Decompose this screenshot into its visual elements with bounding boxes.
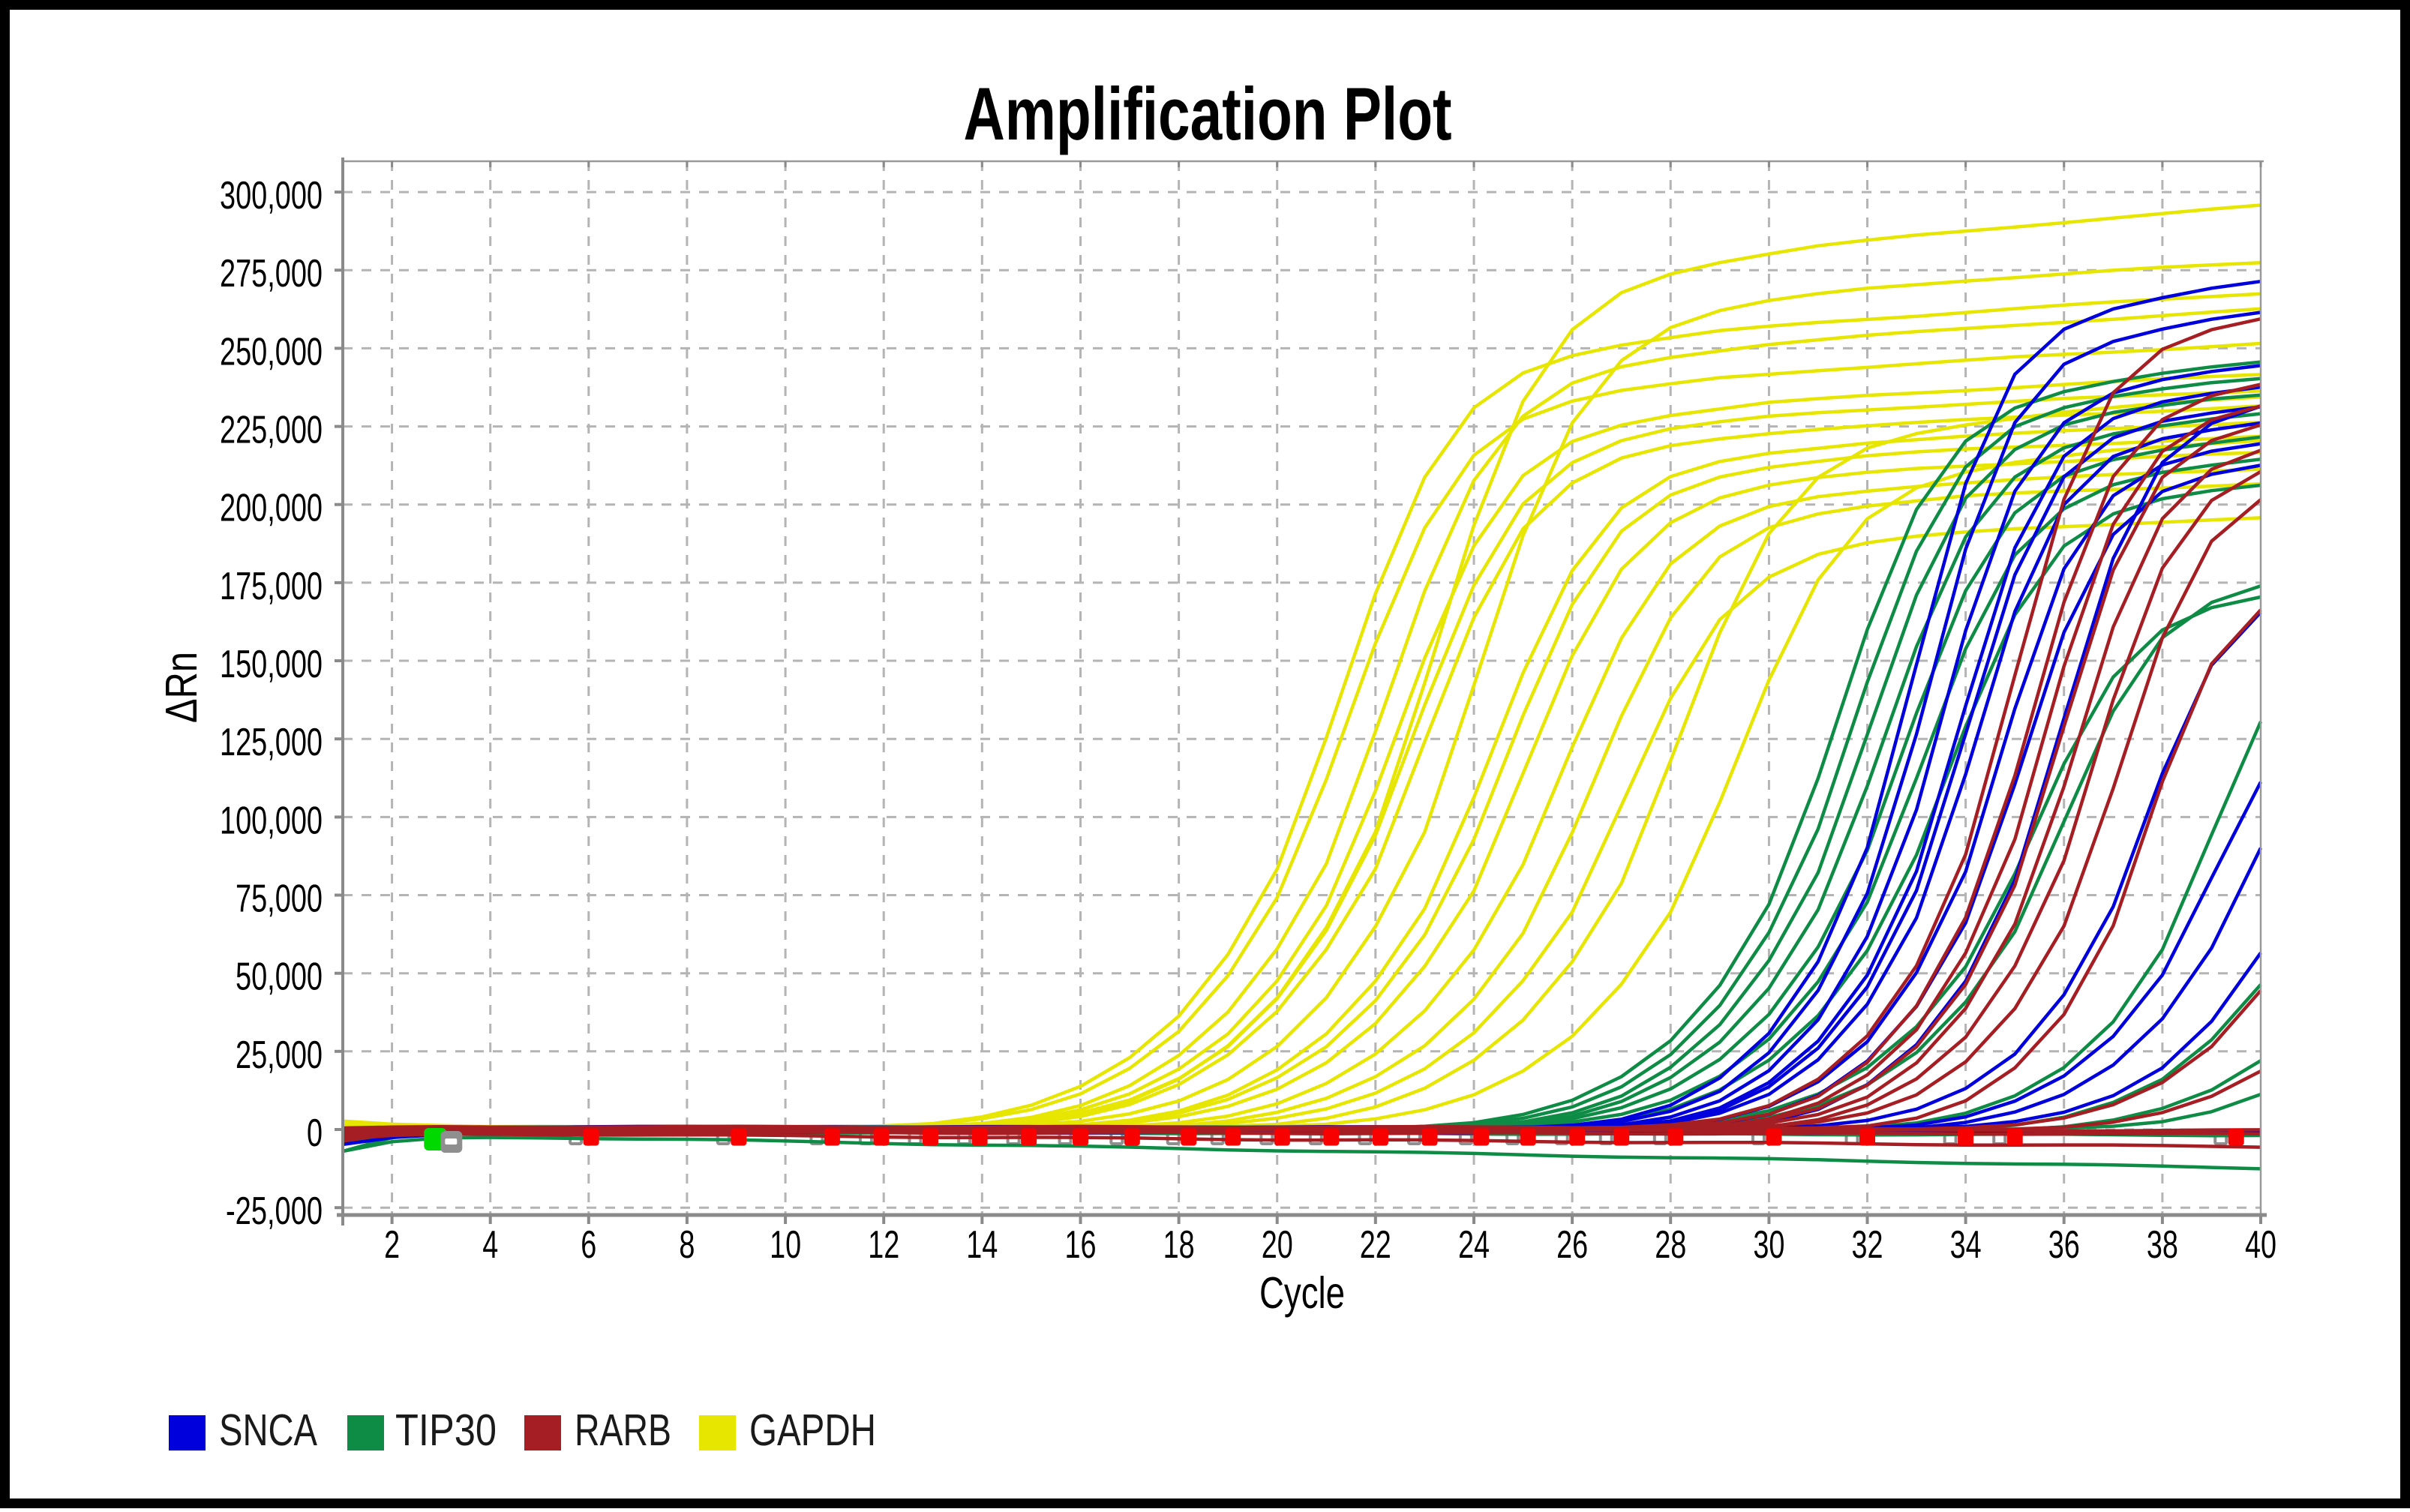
svg-text:SNCA: SNCA [219, 1406, 318, 1455]
svg-text:24: 24 [1458, 1223, 1490, 1267]
svg-text:RARB: RARB [575, 1406, 671, 1455]
svg-text:40: 40 [2245, 1223, 2276, 1267]
svg-text:14: 14 [966, 1223, 998, 1267]
svg-text:28: 28 [1655, 1223, 1686, 1267]
svg-text:26: 26 [1556, 1223, 1588, 1267]
svg-text:32: 32 [1852, 1223, 1883, 1267]
svg-text:0: 0 [307, 1112, 323, 1155]
svg-text:300,000: 300,000 [220, 174, 323, 218]
svg-text:GAPDH: GAPDH [749, 1406, 876, 1455]
svg-text:10: 10 [770, 1223, 801, 1267]
svg-text:20: 20 [1262, 1223, 1293, 1267]
svg-text:34: 34 [1950, 1223, 1982, 1267]
svg-text:8: 8 [679, 1223, 695, 1267]
svg-text:38: 38 [2147, 1223, 2178, 1267]
svg-text:6: 6 [581, 1223, 596, 1267]
svg-text:100,000: 100,000 [220, 799, 323, 842]
svg-text:22: 22 [1360, 1223, 1391, 1267]
svg-text:ΔRn: ΔRn [157, 652, 206, 723]
svg-text:175,000: 175,000 [220, 565, 323, 608]
svg-text:16: 16 [1065, 1223, 1097, 1267]
svg-text:12: 12 [868, 1223, 899, 1267]
svg-text:150,000: 150,000 [220, 643, 323, 686]
svg-text:275,000: 275,000 [220, 252, 323, 296]
svg-text:Cycle: Cycle [1259, 1268, 1345, 1318]
svg-text:25,000: 25,000 [236, 1034, 323, 1077]
svg-text:-25,000: -25,000 [226, 1190, 323, 1233]
svg-text:4: 4 [482, 1223, 498, 1267]
svg-text:TIP30: TIP30 [395, 1406, 497, 1455]
svg-text:225,000: 225,000 [220, 409, 323, 452]
svg-text:125,000: 125,000 [220, 721, 323, 764]
svg-text:75,000: 75,000 [236, 878, 323, 921]
svg-text:200,000: 200,000 [220, 487, 323, 530]
svg-text:2: 2 [384, 1223, 400, 1267]
svg-text:50,000: 50,000 [236, 956, 323, 999]
svg-text:250,000: 250,000 [220, 330, 323, 374]
svg-text:Amplification Plot: Amplification Plot [964, 72, 1452, 155]
svg-text:18: 18 [1163, 1223, 1195, 1267]
svg-text:36: 36 [2048, 1223, 2080, 1267]
svg-text:30: 30 [1753, 1223, 1784, 1267]
